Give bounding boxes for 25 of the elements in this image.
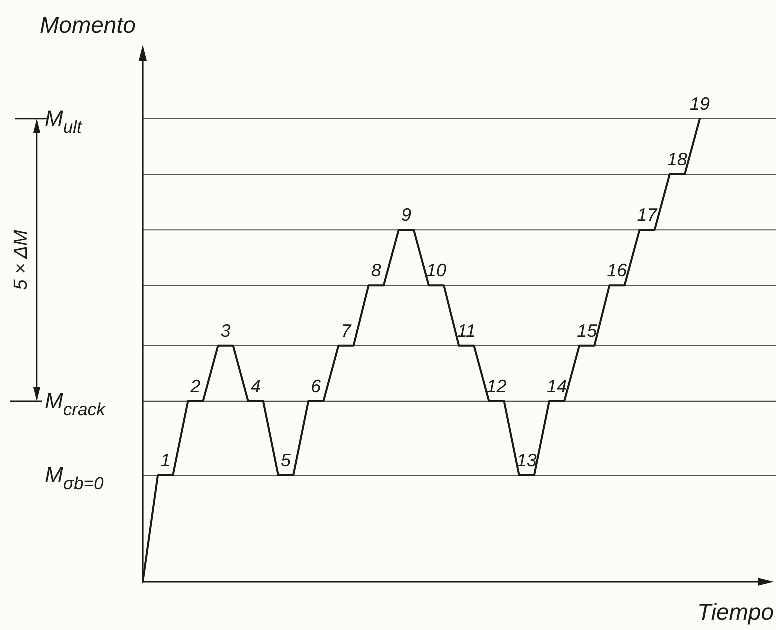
annotation: 13 — [516, 450, 537, 471]
ref-line-label: M$_{crack}$ — [45, 388, 107, 420]
annotation: 16 — [607, 260, 628, 281]
y-axis-title: Momento — [40, 12, 136, 38]
annotation: 17 — [637, 205, 658, 226]
annotation: 8 — [371, 260, 382, 281]
annotation: 12 — [486, 376, 507, 396]
annotation: 3 — [220, 320, 231, 341]
annotation: 11 — [457, 320, 476, 341]
annotation: 7 — [341, 320, 352, 341]
annotation: 10 — [426, 260, 447, 281]
annotation: 4 — [250, 376, 261, 396]
annotation: 19 — [690, 94, 710, 114]
annotation: 18 — [667, 150, 688, 170]
annotation: 6 — [311, 376, 322, 396]
annotation: 5 — [281, 450, 292, 471]
x-axis-title: Tiempo — [698, 599, 774, 625]
annotation: 14 — [546, 376, 567, 396]
annotation: 15 — [577, 320, 598, 341]
text: 5 × ΔM — [11, 230, 32, 290]
annotation: 9 — [401, 205, 412, 226]
ref-line-label: M$_{ult}$ — [45, 106, 84, 138]
annotation: 1 — [160, 450, 171, 471]
annotation: 2 — [190, 376, 201, 396]
ref-line-label: M$_{σb=0}$ — [45, 462, 104, 494]
